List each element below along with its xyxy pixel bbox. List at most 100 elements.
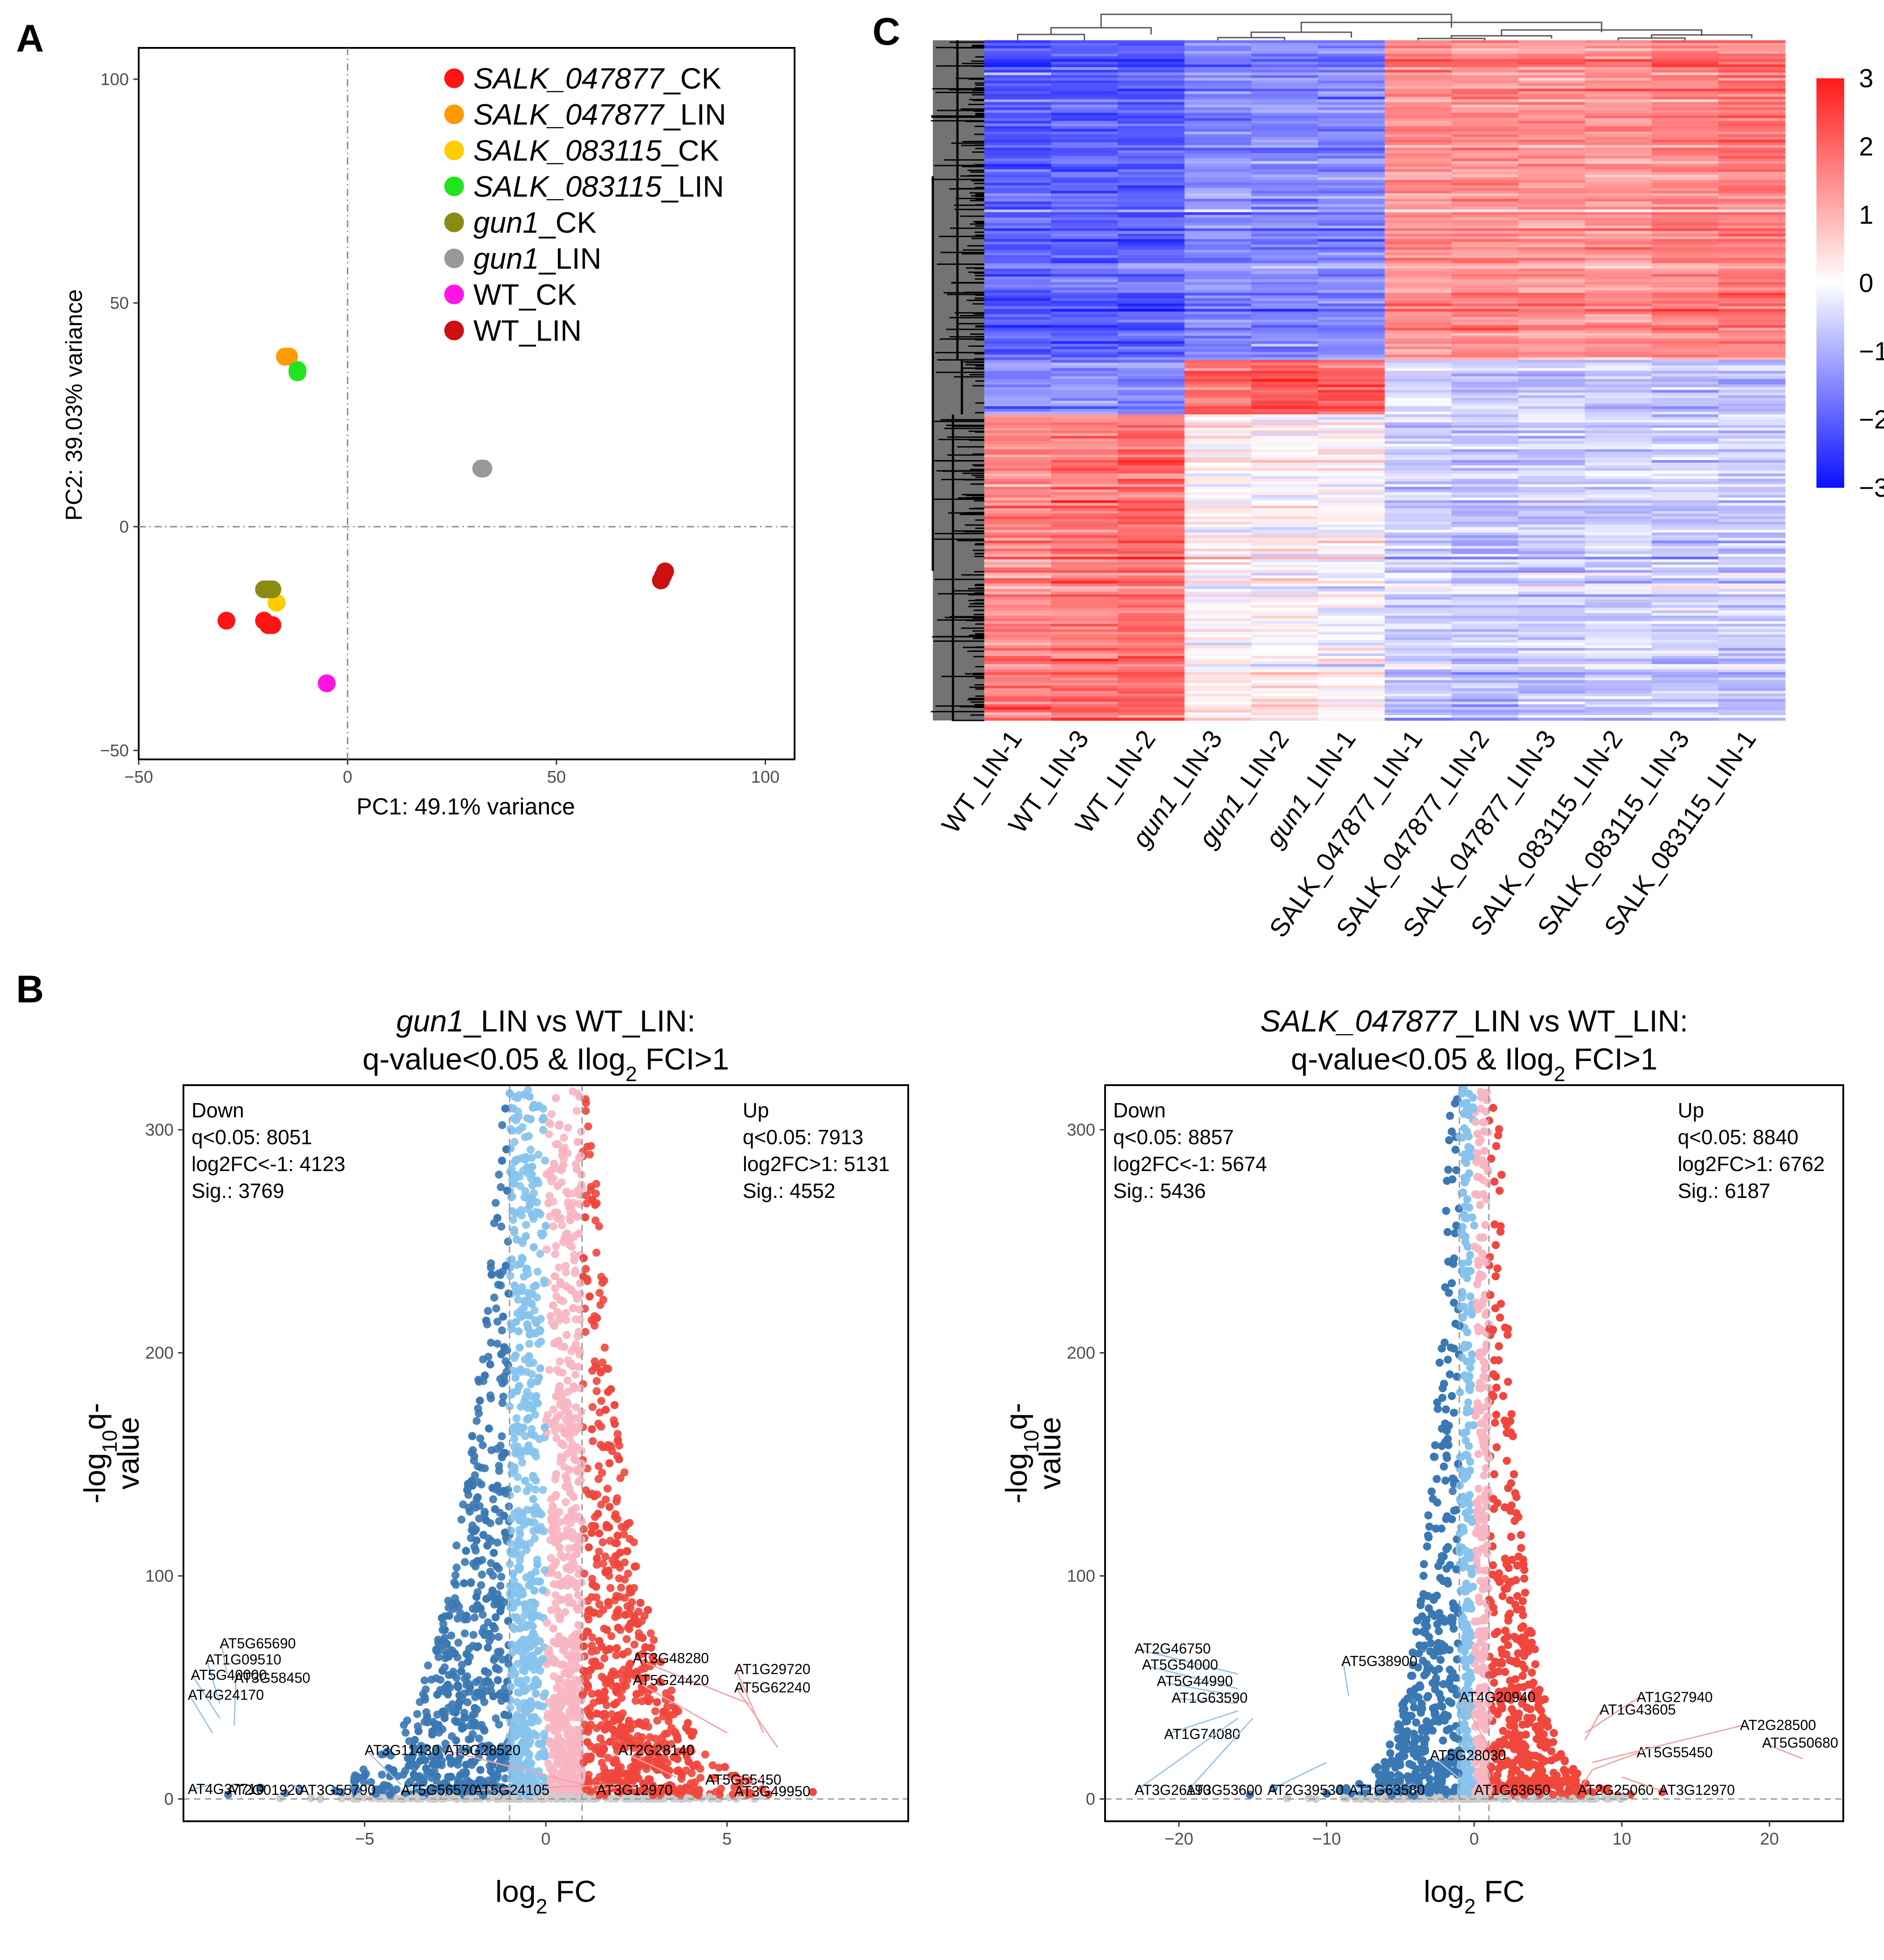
heatmap-cell: [1318, 465, 1385, 469]
heatmap-cell: [1585, 503, 1652, 506]
heatmap-cell: [1051, 180, 1118, 183]
heatmap-cell: [1451, 126, 1518, 129]
heatmap-cell: [1318, 581, 1385, 584]
heatmap-cell: [1651, 495, 1719, 498]
heatmap-cell: [1251, 600, 1318, 603]
heatmap-cell: [1451, 594, 1518, 597]
volcano-point-down: [476, 1434, 485, 1443]
heatmap-cell: [984, 476, 1051, 479]
heatmap-cell: [1651, 196, 1719, 199]
heatmap-cell: [1318, 320, 1385, 323]
heatmap-cell: [1184, 629, 1252, 632]
heatmap-cell: [1318, 487, 1385, 490]
heatmap-cell: [1585, 62, 1652, 65]
heatmap-cell: [1718, 169, 1786, 172]
heatmap-cell: [1451, 508, 1518, 511]
heatmap-cell: [1051, 185, 1118, 188]
heatmap-cell: [1184, 102, 1252, 105]
heatmap-cell: [1718, 228, 1786, 231]
heatmap-cell: [1051, 559, 1118, 562]
heatmap-cell: [1318, 422, 1385, 426]
heatmap-cell: [1118, 263, 1185, 266]
heatmap-cell: [1118, 113, 1185, 116]
heatmap-cell: [1051, 201, 1118, 205]
heatmap-cell: [1251, 686, 1318, 689]
heatmap-cell: [984, 115, 1051, 119]
heatmap-cell: [1251, 516, 1318, 520]
heatmap-cell: [1318, 298, 1385, 301]
heatmap-cell: [1184, 522, 1252, 525]
heatmap-cell: [1518, 439, 1586, 442]
heatmap-cell: [1585, 702, 1652, 705]
heatmap-cell: [1118, 244, 1185, 247]
heatmap-cell: [1385, 457, 1452, 460]
heatmap-cell: [1318, 81, 1385, 84]
heatmap-cell: [984, 680, 1051, 683]
heatmap-cell: [1718, 527, 1786, 530]
heatmap-cell: [1651, 610, 1719, 614]
heatmap-cell: [1318, 457, 1385, 460]
heatmap-cell: [1184, 570, 1252, 573]
heatmap-cell: [1585, 516, 1652, 520]
heatmap-cell: [1318, 508, 1385, 511]
heatmap-cell: [1318, 495, 1385, 498]
heatmap-cell: [1184, 578, 1252, 581]
heatmap-cell: [1518, 247, 1586, 250]
heatmap-cell: [1585, 110, 1652, 113]
heatmap-cell: [1518, 661, 1586, 665]
heatmap-cell: [1051, 239, 1118, 242]
heatmap-cell: [1451, 707, 1518, 710]
heatmap-cell: [1718, 403, 1786, 407]
heatmap-cell: [1184, 99, 1252, 102]
heatmap-cell: [1118, 524, 1185, 528]
heatmap-cell: [1251, 376, 1318, 379]
heatmap-cell: [1718, 390, 1786, 393]
heatmap-cell: [984, 196, 1051, 199]
heatmap-cell: [1651, 406, 1719, 409]
heatmap-cell: [1718, 487, 1786, 490]
heatmap-cell: [1385, 376, 1452, 379]
heatmap-cell: [984, 384, 1051, 388]
heatmap-cell: [1184, 430, 1252, 434]
heatmap-cell: [1184, 199, 1252, 202]
heatmap-cell: [1518, 260, 1586, 264]
heatmap-cell: [1118, 578, 1185, 581]
heatmap-cell: [1518, 274, 1586, 277]
heatmap-cell: [1184, 581, 1252, 584]
heatmap-cell: [1118, 495, 1185, 498]
heatmap-cell: [1585, 97, 1652, 100]
heatmap-cell: [1518, 465, 1586, 469]
heatmap-cell: [1251, 94, 1318, 97]
heatmap-cell: [1118, 215, 1185, 218]
heatmap-cell: [1051, 398, 1118, 401]
heatmap-cell: [1651, 70, 1719, 73]
heatmap-cell: [1651, 303, 1719, 307]
heatmap-cell: [1451, 362, 1518, 366]
heatmap-cell: [984, 554, 1051, 557]
heatmap-cell: [1385, 449, 1452, 452]
heatmap-cell: [1251, 97, 1318, 100]
heatmap-cell: [984, 376, 1051, 379]
heatmap-cell: [1651, 290, 1719, 293]
heatmap-cell: [984, 439, 1051, 442]
heatmap-cell: [1318, 401, 1385, 404]
heatmap-cell: [1051, 694, 1118, 697]
heatmap-cell: [1718, 360, 1786, 363]
heatmap-cell: [1585, 594, 1652, 597]
heatmap-cell: [984, 495, 1051, 498]
heatmap-cell: [1585, 169, 1652, 172]
legend-label-gun1_lin: gun1_LIN: [473, 242, 601, 275]
volcano-point-up: [584, 1122, 592, 1131]
heatmap-cell: [1451, 285, 1518, 288]
heatmap-cell: [1651, 565, 1719, 568]
heatmap-cell: [1451, 282, 1518, 285]
heatmap-cell: [1718, 645, 1786, 648]
heatmap-cell: [1184, 479, 1252, 482]
heatmap-cell: [1518, 164, 1586, 167]
heatmap-cell: [1184, 91, 1252, 94]
heatmap-cell: [1651, 373, 1719, 377]
heatmap-cell: [1385, 637, 1452, 640]
heatmap-cell: [984, 597, 1051, 600]
heatmap-cell: [1251, 185, 1318, 188]
